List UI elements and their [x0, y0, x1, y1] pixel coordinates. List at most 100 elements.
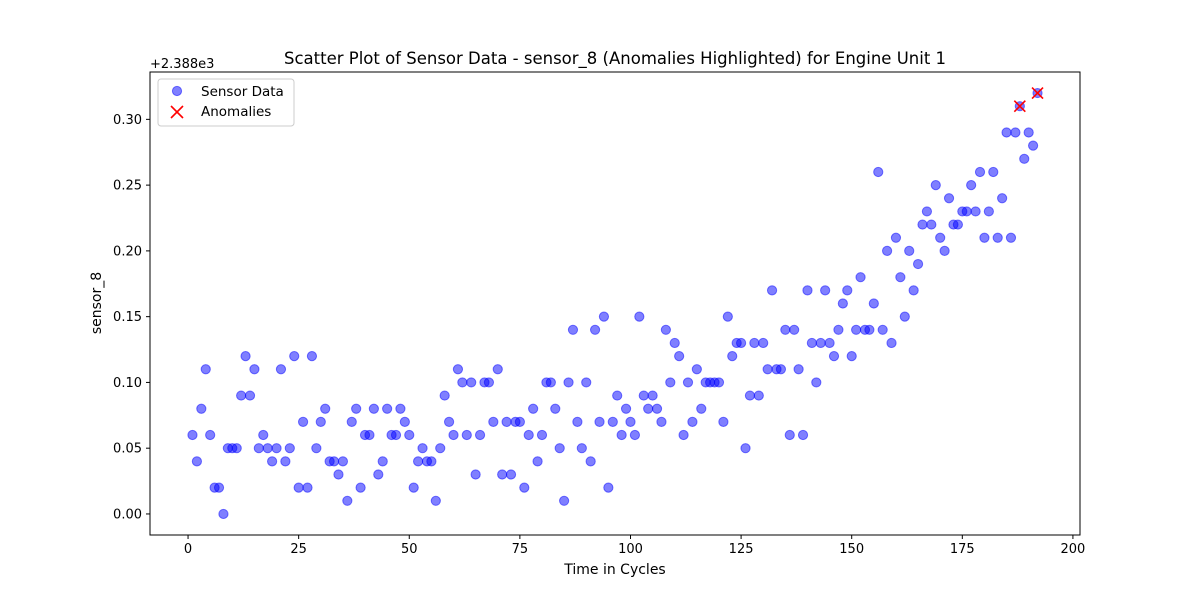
y-tick-label: 0.05	[113, 442, 142, 457]
sensor-data-point	[461, 429, 472, 441]
sensor-data-point	[452, 364, 464, 375]
sensor-data-point	[983, 206, 994, 217]
sensor-data-point	[244, 390, 256, 401]
sensor-data-point	[519, 482, 530, 493]
sensor-data-point	[979, 232, 990, 243]
sensor-data-point	[833, 324, 844, 335]
sensor-data-point	[567, 324, 579, 335]
sensor-data-point	[908, 285, 919, 296]
sensor-data-point	[581, 377, 592, 388]
sensor-data-point	[620, 403, 632, 414]
sensor-data-point	[935, 232, 946, 243]
sensor-data-point	[488, 416, 499, 427]
sensor-data-point	[297, 416, 309, 427]
sensor-data-point	[382, 403, 393, 414]
sensor-data-point	[713, 377, 725, 388]
sensor-data-point	[550, 403, 561, 414]
sensor-data-point	[952, 219, 963, 230]
y-tick-label: 0.10	[113, 376, 142, 391]
sensor-data-point	[828, 351, 840, 362]
sensor-data-point	[236, 390, 247, 401]
sensor-data-point	[1010, 127, 1021, 138]
sensor-data-point	[413, 456, 424, 467]
sensor-data-point	[306, 351, 318, 362]
sensor-data-point	[333, 469, 344, 480]
sensor-data-point	[598, 311, 610, 322]
sensor-data-point	[846, 351, 857, 362]
sensor-data-point	[262, 443, 273, 454]
sensor-data-point	[196, 403, 207, 414]
x-axis-label: Time in Cycles	[563, 562, 665, 578]
sensor-data-point	[342, 495, 353, 506]
chart-title: Scatter Plot of Sensor Data - sensor_8 (…	[284, 49, 946, 69]
sensor-data-point	[532, 456, 543, 467]
sensor-data-point	[970, 206, 981, 217]
sensor-data-point	[740, 443, 751, 454]
sensor-data-point	[811, 377, 822, 388]
sensor-data-point	[399, 416, 410, 427]
sensor-data-point	[629, 429, 641, 441]
x-tick-label: 125	[729, 542, 754, 557]
sensor-data-point	[921, 206, 933, 217]
sensor-data-point	[899, 311, 910, 322]
sensor-data-point	[744, 390, 756, 401]
sensor-data-point	[802, 285, 813, 296]
sensor-data-point	[470, 469, 481, 480]
legend-sensor-label: Sensor Data	[201, 84, 284, 100]
sensor-data-point	[669, 337, 680, 349]
sensor-data-point	[439, 390, 450, 401]
sensor-data-point	[426, 456, 437, 467]
anomaly-marker-stroke	[1013, 100, 1026, 113]
sensor-data-point	[988, 166, 999, 178]
sensor-data-point	[647, 390, 658, 401]
sensor-data-point	[651, 403, 663, 414]
sensor-data-point	[572, 416, 583, 427]
x-tick-label: 50	[401, 542, 418, 557]
sensor-data-point	[320, 403, 331, 414]
sensor-data-point	[678, 429, 689, 441]
sensor-data-point	[691, 364, 702, 375]
y-tick-label: 0.15	[113, 310, 142, 325]
sensor-data-point	[545, 377, 556, 388]
sensor-data-point	[881, 245, 893, 256]
sensor-data-point	[1005, 232, 1017, 243]
sensor-data-point	[253, 443, 264, 454]
sensor-data-point	[612, 390, 623, 401]
sensor-data-point	[762, 364, 773, 375]
sensor-data-point	[377, 456, 388, 467]
sensor-data-point	[302, 482, 313, 493]
sensor-data-point	[656, 416, 667, 427]
sensor-data-point	[390, 429, 402, 441]
sensor-data-point	[873, 166, 884, 178]
sensor-data-point	[576, 443, 587, 454]
sensor-data-point	[780, 324, 791, 335]
sensor-data-point	[466, 377, 477, 388]
x-tick-label: 200	[1061, 542, 1086, 557]
sensor-data-point	[603, 482, 614, 493]
sensor-data-point	[337, 456, 349, 467]
sensor-data-point	[912, 258, 924, 270]
y-offset-label: +2.388e3	[150, 57, 214, 72]
y-tick-label: 0.00	[113, 507, 142, 522]
x-tick-label: 25	[290, 542, 307, 557]
sensor-data-point	[231, 443, 242, 454]
sensor-data-point	[789, 324, 800, 335]
anomaly-point	[1013, 100, 1026, 113]
sensor-data-point	[784, 429, 795, 441]
sensor-data-point	[205, 429, 216, 441]
sensor-data-point	[877, 324, 888, 335]
legend-anomaly-marker	[170, 105, 184, 119]
plot-frame	[149, 71, 1081, 536]
sensor-data-point	[926, 219, 937, 230]
legend: Sensor Data Anomalies	[157, 78, 295, 127]
sensor-data-point	[735, 337, 747, 349]
sensor-data-point	[939, 245, 950, 256]
sensor-data-point	[346, 416, 357, 427]
y-tick-label: 0.25	[113, 179, 142, 194]
sensor-data-point	[417, 443, 428, 454]
sensor-data-point	[895, 272, 906, 283]
sensor-data-point	[943, 193, 955, 204]
sensor-data-point	[505, 469, 517, 480]
